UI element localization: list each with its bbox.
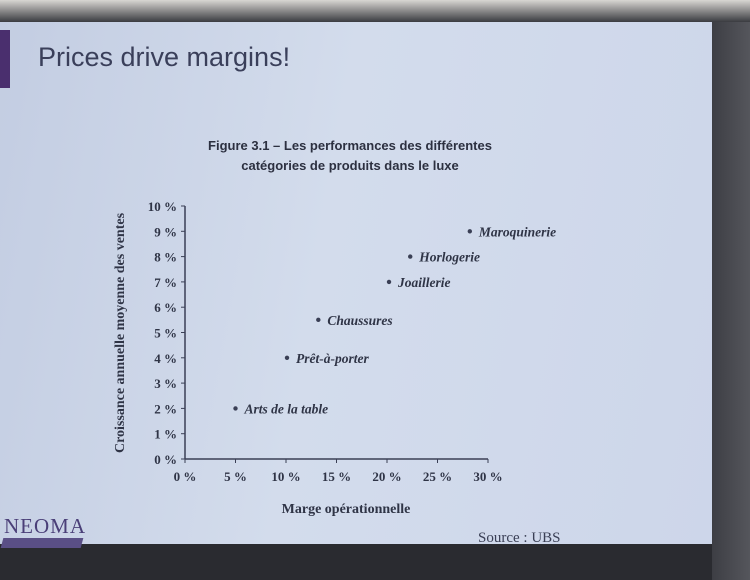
x-tick-label: 0 %: [174, 469, 197, 484]
y-tick-label: 5 %: [154, 326, 177, 341]
y-tick-label: 2 %: [154, 401, 177, 416]
neoma-logo-band: [0, 538, 84, 548]
data-point-label: Maroquinerie: [478, 224, 556, 239]
source-note: Source : UBS: [478, 530, 561, 546]
data-point: [284, 355, 290, 360]
figure-title-line2: catégories de produits dans le luxe: [241, 158, 459, 173]
y-tick-label: 9 %: [154, 224, 177, 239]
y-tick-label: 1 %: [154, 427, 177, 442]
y-tick-label: 7 %: [154, 275, 177, 290]
slide-title: Prices drive margins!: [38, 42, 291, 72]
data-point: [386, 279, 392, 285]
x-axis-title: Marge opérationnelle: [282, 502, 411, 517]
slide-accent-bar: [0, 30, 10, 88]
figure-title-line1: Figure 3.1 – Les performances des différ…: [208, 138, 492, 153]
data-point-label: Horlogerie: [418, 250, 480, 265]
data-point-label: Arts de la table: [244, 401, 329, 416]
y-axis-title: Croissance annuelle moyenne des ventes: [113, 212, 128, 453]
data-point: [467, 229, 473, 234]
x-tick-label: 15 %: [322, 469, 351, 484]
x-tick-label: 20 %: [372, 469, 401, 484]
x-tick-label: 30 %: [473, 469, 502, 484]
y-tick-label: 10 %: [148, 199, 177, 214]
y-tick-label: 4 %: [154, 351, 177, 366]
y-tick-label: 0 %: [154, 452, 177, 467]
y-tick-label: 8 %: [154, 250, 177, 265]
data-point: [316, 317, 321, 323]
slide: [0, 22, 712, 544]
x-tick-label: 25 %: [423, 469, 452, 484]
data-point-label: Prêt-à-porter: [296, 351, 369, 366]
data-point-label: Joaillerie: [397, 275, 451, 290]
y-tick-label: 3 %: [154, 376, 177, 391]
x-tick-label: 10 %: [271, 469, 300, 484]
figure-title: Figure 3.1 – Les performances des différ…: [170, 136, 530, 176]
data-point: [233, 406, 238, 411]
neoma-logo: NEOMA: [4, 514, 86, 538]
data-point: [408, 254, 413, 259]
data-point-label: Chaussures: [327, 313, 392, 328]
screen-frame-top: [0, 0, 750, 22]
screen-frame-right: [712, 22, 750, 580]
x-tick-label: 5 %: [224, 469, 247, 484]
y-tick-label: 6 %: [154, 300, 177, 315]
